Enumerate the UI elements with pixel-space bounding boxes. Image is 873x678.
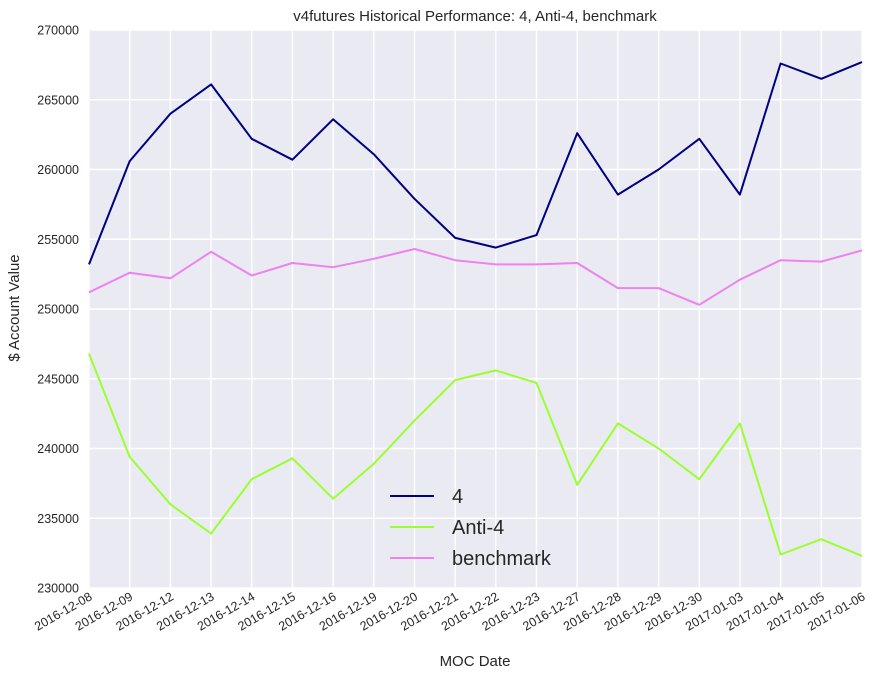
series-line-4 <box>88 61 863 265</box>
y-tick-label: 270000 <box>37 24 79 38</box>
series-line-benchmark <box>88 248 863 306</box>
y-tick-labels: 230000 235000 240000 245000 250000 255000 2600… <box>37 24 79 596</box>
y-tick-label: 260000 <box>37 163 79 177</box>
y-tick-label: 265000 <box>37 93 79 107</box>
legend-label: benchmark <box>452 548 552 570</box>
y-tick-label: 245000 <box>37 372 79 386</box>
x-tick-labels: 2016-12-082016-12-092016-12-122016-12-13… <box>32 589 867 633</box>
series-line-anti-4 <box>88 353 863 557</box>
y-tick-label: 250000 <box>37 303 79 317</box>
y-axis-label: $ Account Value <box>6 254 23 361</box>
y-tick-label: 230000 <box>37 582 79 596</box>
grid-lines <box>88 29 863 589</box>
y-tick-label: 255000 <box>37 233 79 247</box>
chart-title: v4futures Historical Performance: 4, Ant… <box>293 8 657 25</box>
legend-label: 4 <box>452 486 463 508</box>
series-layer <box>88 61 863 557</box>
x-axis-label: MOC Date <box>440 653 511 670</box>
legend: 4 Anti-4 benchmark <box>390 486 552 570</box>
legend-label: Anti-4 <box>452 517 504 539</box>
y-tick-label: 235000 <box>37 512 79 526</box>
y-tick-label: 240000 <box>37 442 79 456</box>
